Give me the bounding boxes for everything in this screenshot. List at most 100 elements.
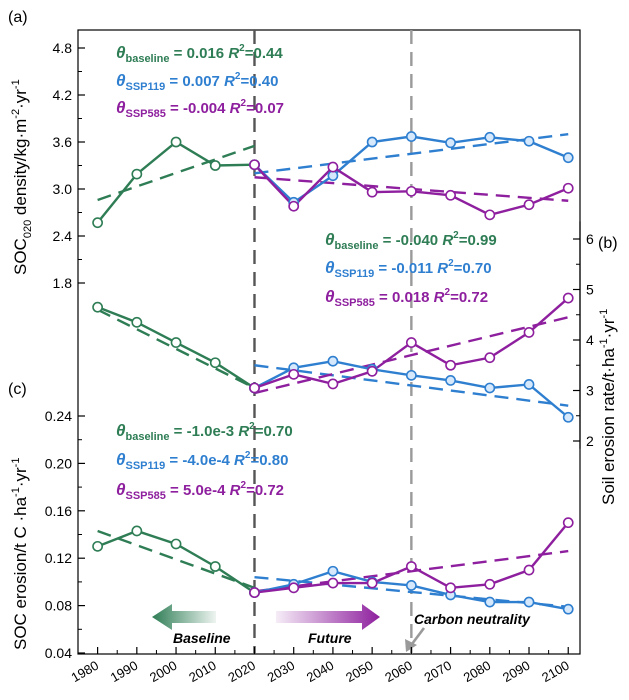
stat-line-baseline: θbaseline = 0.016 R2=0.44 (116, 43, 283, 65)
ytick-label: 4.2 (53, 87, 73, 103)
ylabel-b: Soil erosion rate/t·ha-1·yr-1 (598, 309, 618, 505)
ytick-label: 0.08 (45, 598, 72, 614)
data-point-ssp119 (484, 382, 496, 394)
carbon-neutrality-label: Carbon neutrality (414, 611, 531, 627)
data-point-baseline (170, 136, 182, 148)
xtick-label: 2090 (500, 658, 533, 685)
xtick-label: 2080 (461, 658, 494, 685)
data-point-baseline (131, 525, 143, 537)
data-point-baseline (92, 301, 104, 313)
data-point-ssp585 (484, 578, 496, 590)
stat-line-ssp119: θSSP119 = -4.0e-4 R2=0.80 (116, 450, 288, 472)
stats-layer: θbaseline = 0.016 R2=0.44 θSSP119 = 0.007… (116, 43, 497, 502)
data-point-ssp585 (366, 186, 378, 198)
xtick-label: 2000 (147, 658, 180, 685)
xtick-label: 2060 (382, 658, 415, 685)
data-point-ssp585 (366, 365, 378, 377)
xtick-label: 1990 (108, 658, 141, 685)
data-point-ssp585 (523, 327, 535, 338)
data-point-baseline (209, 160, 221, 171)
data-point-ssp119 (523, 379, 535, 390)
data-point-ssp585 (405, 337, 417, 348)
panel-label-b: (b) (598, 235, 618, 252)
series-layer (92, 131, 574, 615)
data-point-ssp585 (562, 292, 574, 304)
data-point-ssp585 (523, 564, 535, 576)
data-point-ssp585 (562, 517, 574, 529)
data-point-ssp585 (484, 209, 496, 221)
data-point-baseline (209, 561, 221, 572)
ytick-label: 6 (586, 231, 594, 247)
trend-line-baseline (97, 308, 256, 390)
data-point-ssp585 (288, 200, 300, 212)
data-point-baseline (131, 316, 143, 328)
data-point-ssp585 (327, 378, 339, 390)
data-point-ssp585 (484, 352, 496, 364)
data-point-baseline (209, 357, 221, 369)
xtick-label: 2010 (186, 658, 219, 685)
stat-line-baseline: θbaseline = -1.0e-3 R2=0.70 (116, 421, 293, 443)
xtick-label: 2100 (539, 658, 572, 685)
data-point-ssp119 (445, 374, 456, 386)
data-point-ssp585 (523, 199, 535, 211)
xtick-label: 2030 (265, 658, 298, 685)
data-point-ssp119 (405, 369, 417, 381)
data-point-ssp119 (562, 411, 574, 423)
data-point-ssp119 (405, 580, 417, 591)
xtick-label: 2020 (225, 658, 258, 685)
ylabel-a: SOC020 density/kg·m-2·yr-1 (10, 79, 34, 275)
carbon-neutrality-marker: Carbon neutrality (405, 611, 531, 652)
ytick-label: 3.6 (53, 134, 73, 150)
trend-line-ssp585 (254, 316, 569, 395)
data-point-ssp585 (405, 185, 417, 197)
ytick-label: 3 (586, 383, 594, 399)
data-point-ssp119 (445, 137, 456, 149)
ytick-label: 4.8 (53, 40, 73, 56)
data-point-ssp585 (562, 182, 574, 194)
data-point-baseline (170, 538, 182, 550)
xtick-label: 2070 (422, 658, 455, 685)
ytick-label: 0.12 (45, 550, 72, 566)
ytick-label: 3.0 (53, 181, 73, 197)
data-point-ssp119 (523, 135, 535, 147)
data-point-ssp119 (327, 565, 339, 577)
data-point-ssp585 (366, 577, 378, 589)
stat-line-baseline: θbaseline = -0.040 R2=0.99 (325, 230, 497, 252)
x-axis: 1980 1990 2000 2010 2020 2030 2040 2050 2060 2070… (69, 647, 572, 685)
data-point-ssp585 (445, 189, 456, 201)
data-point-ssp119 (523, 596, 535, 608)
ytick-label: 2.4 (53, 228, 73, 244)
ytick-label: 0.04 (45, 645, 72, 661)
ytick-label: 1.8 (53, 275, 73, 291)
ytick-label: 5 (586, 282, 594, 298)
data-point-ssp585 (249, 382, 260, 394)
data-point-ssp585 (405, 561, 417, 572)
ytick-label: 0.16 (45, 503, 72, 519)
future-arrow: Future (276, 604, 380, 646)
trend-line-ssp119 (254, 132, 569, 175)
data-point-baseline (92, 540, 104, 552)
stat-line-ssp119: θSSP119 = 0.007 R2=0.40 (116, 71, 278, 93)
data-point-baseline (131, 168, 143, 180)
data-point-ssp585 (249, 159, 260, 171)
data-point-ssp119 (327, 355, 339, 367)
data-point-ssp585 (327, 161, 339, 173)
data-point-baseline (170, 337, 182, 348)
data-point-ssp585 (288, 582, 300, 594)
xtick-label: 2040 (304, 658, 337, 685)
baseline-arrow-label: Baseline (173, 630, 231, 646)
data-point-ssp585 (249, 587, 260, 598)
data-point-ssp585 (445, 359, 456, 371)
panel-label-c: (c) (8, 381, 27, 398)
trend-line-ssp119 (254, 575, 569, 608)
baseline-arrow: Baseline (152, 604, 231, 646)
stat-line-ssp585: θSSP585 = 5.0e-4 R2=0.72 (116, 480, 284, 502)
ytick-label: 2 (586, 433, 594, 449)
data-point-ssp119 (366, 136, 378, 148)
ylabel-c: SOC erosion/t C ·ha-1·yr-1 (10, 458, 30, 650)
stat-line-ssp119: θSSP119 = -0.011 R2=0.70 (325, 258, 492, 280)
data-point-ssp119 (562, 152, 574, 164)
stat-line-ssp585: θSSP585 = 0.018 R2=0.72 (325, 287, 488, 309)
data-point-ssp119 (484, 596, 496, 608)
ytick-label: 0.20 (45, 455, 72, 471)
